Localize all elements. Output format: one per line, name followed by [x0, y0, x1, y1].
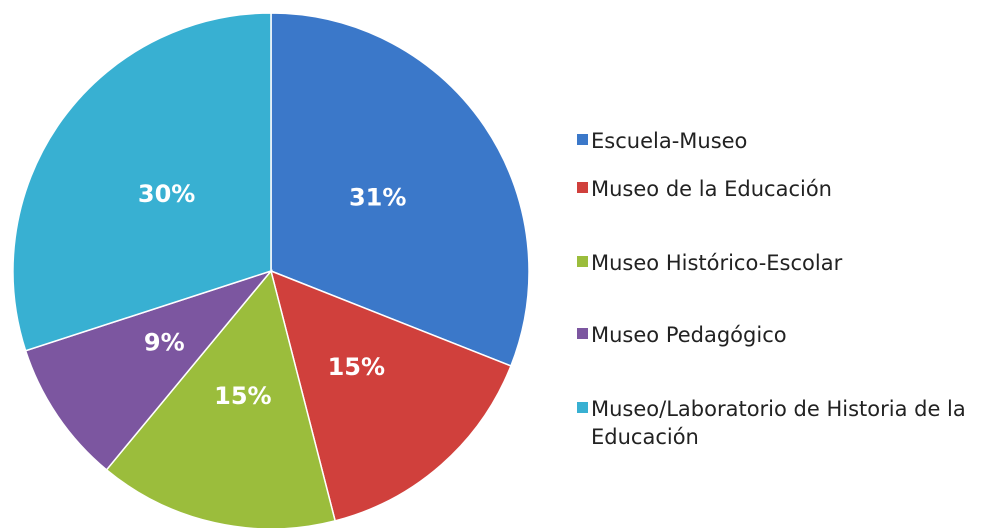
pie: 31% 15% 15% 9% 30% — [12, 12, 530, 528]
data-label: 30% — [138, 180, 195, 208]
pie-slice — [270, 12, 530, 367]
legend-swatch — [577, 256, 588, 267]
legend-item: Museo/Laboratorio de Historia de la Educ… — [577, 395, 991, 451]
pie-slice — [24, 269, 274, 471]
legend-label: Museo de la Educación — [591, 177, 832, 201]
legend-label: Museo Pedagógico — [591, 323, 787, 347]
legend-item: Museo Pedagógico — [577, 321, 991, 349]
legend-swatch — [577, 134, 588, 145]
legend-swatch — [577, 402, 588, 413]
pie-slice — [105, 269, 337, 528]
legend-label: Escuela-Museo — [591, 129, 748, 153]
data-label: 31% — [349, 183, 406, 211]
data-label: 15% — [328, 353, 385, 381]
legend-swatch — [577, 328, 588, 339]
legend-swatch — [577, 182, 588, 193]
pie-slice — [12, 12, 272, 352]
data-label: 15% — [214, 382, 271, 410]
legend-label: Museo/Laboratorio de Historia de la Educ… — [591, 397, 966, 449]
pie-slice — [269, 269, 512, 522]
legend-item: Museo de la Educación — [577, 175, 991, 203]
legend-item: Museo Histórico-Escolar — [577, 249, 991, 277]
legend-item: Escuela-Museo — [577, 127, 991, 155]
data-label: 9% — [144, 329, 185, 357]
legend-label: Museo Histórico-Escolar — [591, 251, 843, 275]
